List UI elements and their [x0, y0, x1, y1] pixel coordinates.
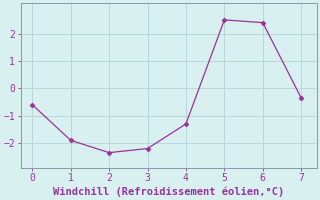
X-axis label: Windchill (Refroidissement éolien,°C): Windchill (Refroidissement éolien,°C)	[53, 186, 284, 197]
